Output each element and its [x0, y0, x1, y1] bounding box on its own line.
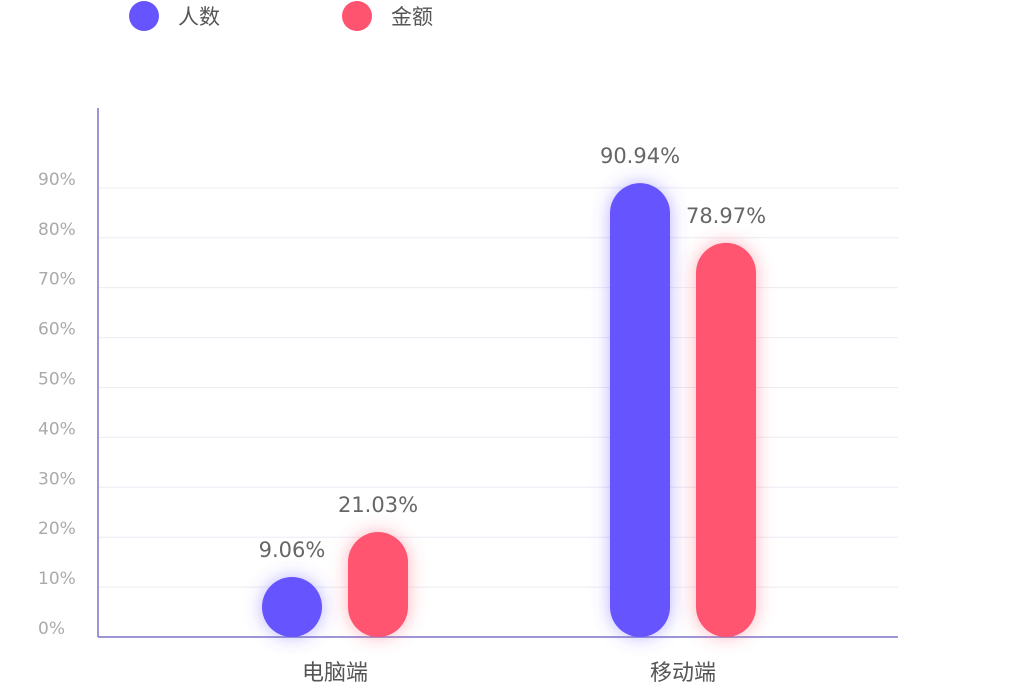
x-tick-label: 电脑端 [302, 661, 368, 686]
x-tick-label: 移动端 [650, 661, 716, 686]
bar [348, 532, 408, 637]
y-tick-label: 60% [38, 320, 76, 340]
bar [610, 183, 670, 637]
data-label: 78.97% [686, 204, 766, 228]
y-tick-label: 70% [38, 270, 76, 290]
legend-label: 金额 [391, 5, 433, 29]
y-tick-label: 10% [38, 569, 76, 589]
y-tick-label: 0% [38, 619, 65, 639]
bar [696, 242, 756, 637]
bar [262, 577, 322, 637]
data-label: 90.94% [600, 144, 680, 168]
legend-marker [342, 1, 372, 31]
data-label: 21.03% [338, 493, 418, 517]
y-tick-label: 80% [38, 220, 76, 240]
y-tick-label: 40% [38, 419, 76, 439]
legend-marker [129, 1, 159, 31]
y-tick-label: 20% [38, 519, 76, 539]
y-tick-label: 30% [38, 469, 76, 489]
y-tick-label: 90% [38, 170, 76, 190]
data-label: 9.06% [259, 538, 326, 562]
legend-label: 人数 [178, 5, 220, 29]
y-tick-label: 50% [38, 369, 76, 389]
